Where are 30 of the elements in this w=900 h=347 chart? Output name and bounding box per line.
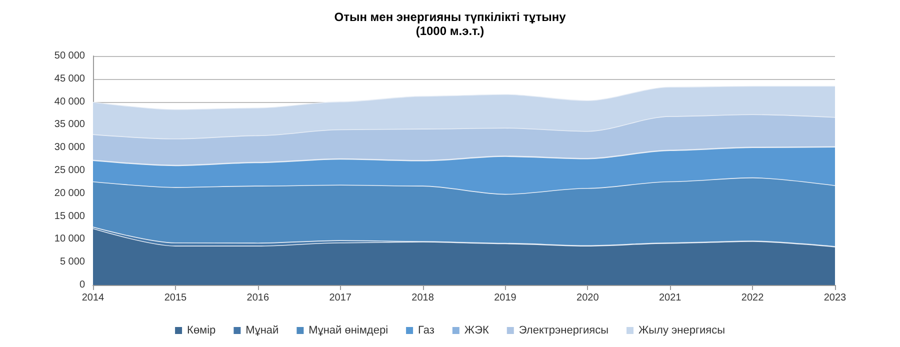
x-tick-label: 2016 [246,292,270,304]
x-tick-label: 2014 [82,292,105,304]
x-tick-label: 2020 [576,292,600,304]
y-tick-label: 15 000 [54,210,86,222]
legend-label: ЖЭК [464,324,490,336]
x-tick-label: 2023 [824,292,847,304]
chart-title: Отын мен энергияны түпкілікті тұтыну [334,10,566,24]
y-tick-label: 40 000 [54,96,86,108]
y-tick-label: 45 000 [54,73,86,84]
y-tick-label: 35 000 [54,119,86,130]
y-tick-label: 30 000 [54,142,86,154]
x-tick-label: 2015 [164,292,188,304]
legend-label: Электрэнергиясы [518,324,609,336]
x-tick-label: 2018 [412,292,434,304]
x-tick-label: 2017 [329,292,352,304]
x-tick-label: 2019 [494,292,517,304]
legend-label: Газ [418,324,434,336]
chart-subtitle: (1000 м.э.т.) [416,24,484,38]
x-tick-label: 2021 [658,292,682,304]
legend-label: Мұнай [246,324,279,336]
y-tick-label: 25 000 [54,165,86,176]
y-tick-label: 5 000 [60,256,86,268]
y-tick-label: 50 000 [54,50,86,62]
legend-label: Мұнай өнімдері [308,324,388,336]
legend-label: Жылу энергиясы [638,324,726,336]
x-tick-label: 2022 [741,292,764,304]
legend-label: Көмір [187,324,216,336]
y-tick-label: 10 000 [54,234,86,245]
y-tick-label: 0 [79,280,86,290]
y-tick-label: 20 000 [54,188,86,199]
